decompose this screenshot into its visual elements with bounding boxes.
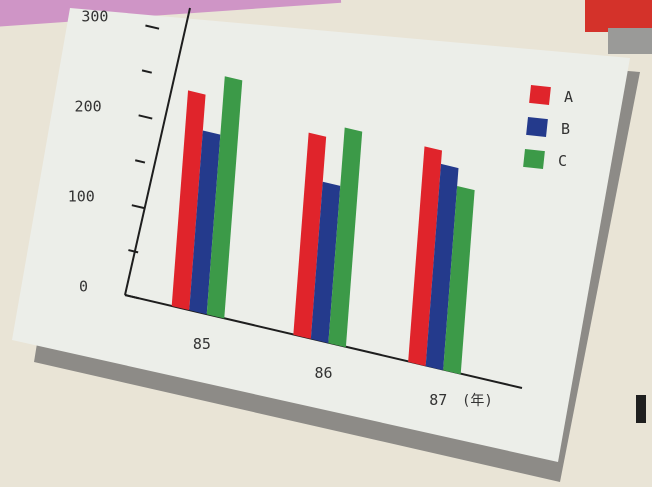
- bar: [425, 163, 459, 371]
- y-ticks: [124, 24, 160, 300]
- y-tick: [128, 249, 139, 254]
- y-tick-labels: 0 100 200 300: [68, 8, 109, 296]
- y-tick-label: 200: [75, 98, 102, 116]
- legend-label: C: [558, 152, 567, 170]
- y-tick: [131, 204, 146, 210]
- legend-swatch: [523, 149, 545, 169]
- x-axis-unit-label: (年): [462, 393, 493, 409]
- y-tick-label: 0: [79, 277, 88, 295]
- y-tick: [145, 24, 160, 30]
- legend-label: B: [561, 120, 570, 138]
- background-red-tab: [585, 0, 652, 32]
- y-tick: [134, 159, 146, 164]
- bar: [310, 181, 341, 344]
- bar: [171, 90, 206, 311]
- legend-swatch: [526, 117, 548, 137]
- background-tab-shadow: [608, 28, 652, 54]
- x-tick-label: 85: [193, 335, 211, 353]
- bar: [408, 146, 443, 367]
- legend-label: A: [564, 88, 573, 106]
- y-axis-line: [124, 7, 191, 296]
- background-dark-marker: [636, 395, 646, 423]
- bar: [293, 132, 327, 339]
- y-tick: [138, 114, 153, 120]
- x-tick-label: 87: [429, 391, 447, 409]
- bar: [443, 186, 475, 375]
- legend-swatch: [529, 85, 551, 105]
- y-tick-label: 100: [68, 187, 95, 205]
- bars: [171, 76, 475, 375]
- y-tick: [124, 294, 139, 300]
- x-tick-label: 86: [314, 364, 332, 382]
- bar: [328, 127, 363, 348]
- x-tick-labels: 85 86 87: [193, 335, 448, 409]
- legend: ABC: [523, 85, 573, 170]
- y-tick-label: 300: [81, 8, 108, 26]
- bar: [189, 130, 221, 315]
- y-tick: [141, 69, 152, 74]
- bar: [206, 76, 243, 319]
